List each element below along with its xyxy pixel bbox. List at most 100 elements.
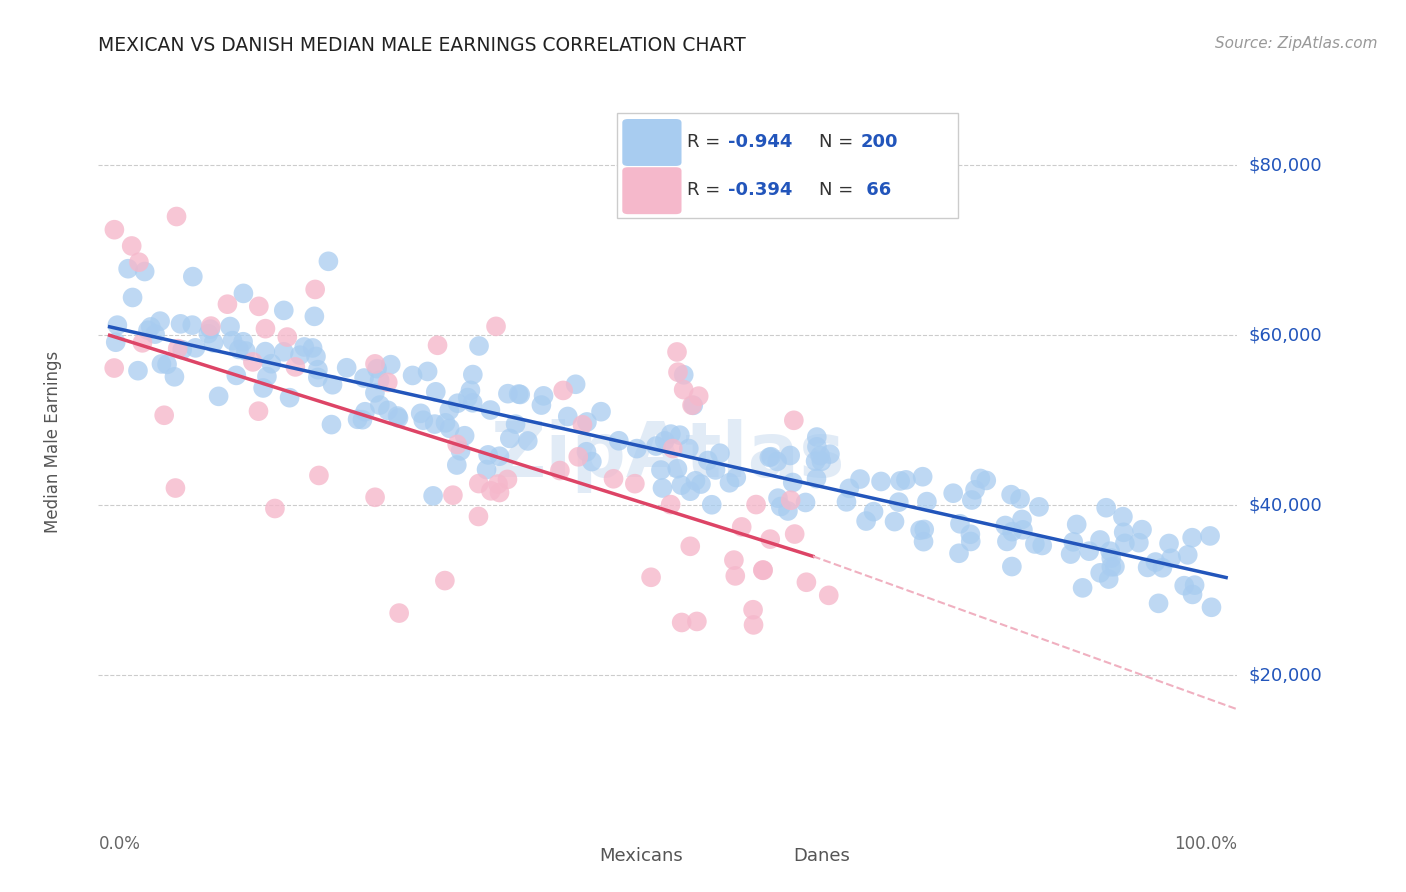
Point: [838, 481, 860, 495]
Point: [1012, 523, 1035, 537]
Point: [686, 615, 709, 629]
Point: [426, 338, 449, 352]
Point: [817, 588, 839, 602]
Point: [368, 398, 391, 412]
Point: [336, 360, 359, 375]
Point: [1104, 559, 1126, 574]
Point: [862, 505, 884, 519]
Point: [915, 494, 938, 508]
Point: [242, 355, 264, 369]
Point: [197, 326, 219, 341]
Point: [264, 501, 287, 516]
Point: [479, 483, 502, 498]
Point: [416, 364, 439, 378]
Point: [1095, 500, 1118, 515]
Point: [681, 398, 703, 412]
Point: [172, 343, 194, 357]
Point: [446, 437, 468, 451]
Point: [165, 481, 187, 495]
Point: [1099, 551, 1122, 566]
Point: [181, 269, 204, 284]
Point: [121, 239, 143, 253]
Point: [1128, 535, 1150, 549]
Point: [387, 411, 409, 425]
Point: [659, 427, 682, 442]
Point: [439, 403, 461, 417]
Point: [723, 553, 745, 567]
Point: [679, 484, 702, 499]
Point: [461, 368, 484, 382]
Point: [650, 463, 672, 477]
Point: [1059, 547, 1081, 561]
Point: [409, 406, 432, 420]
Text: Danes: Danes: [793, 847, 851, 865]
Point: [467, 509, 489, 524]
Point: [1152, 560, 1174, 574]
Point: [412, 413, 434, 427]
Point: [1071, 581, 1094, 595]
Point: [557, 409, 579, 424]
Point: [564, 377, 586, 392]
Point: [889, 474, 911, 488]
Point: [232, 334, 254, 349]
Point: [1024, 537, 1046, 551]
Point: [1184, 578, 1206, 592]
FancyBboxPatch shape: [617, 112, 959, 218]
Text: R =: R =: [688, 133, 727, 151]
Point: [166, 342, 188, 356]
Point: [307, 370, 329, 384]
Point: [235, 344, 257, 359]
Point: [143, 327, 166, 342]
Point: [651, 481, 673, 495]
Point: [669, 428, 692, 442]
Point: [783, 413, 806, 427]
Point: [1011, 512, 1033, 526]
FancyBboxPatch shape: [744, 840, 787, 872]
Point: [912, 534, 935, 549]
Point: [156, 357, 179, 371]
Point: [388, 606, 411, 620]
Point: [1136, 560, 1159, 574]
Point: [468, 476, 491, 491]
Point: [783, 527, 806, 541]
Point: [942, 486, 965, 500]
Point: [672, 383, 695, 397]
Point: [163, 369, 186, 384]
Point: [725, 470, 748, 484]
Point: [835, 495, 858, 509]
FancyBboxPatch shape: [623, 119, 682, 166]
Point: [779, 449, 801, 463]
Point: [685, 474, 707, 488]
Point: [166, 210, 188, 224]
Point: [422, 489, 444, 503]
Point: [963, 483, 986, 497]
Point: [766, 491, 789, 505]
Point: [806, 430, 828, 444]
Point: [1000, 488, 1022, 502]
Point: [439, 421, 461, 435]
Point: [278, 391, 301, 405]
Point: [752, 563, 775, 577]
Point: [318, 254, 340, 268]
Point: [969, 471, 991, 485]
Point: [994, 518, 1017, 533]
Point: [607, 434, 630, 448]
Point: [453, 428, 475, 442]
Point: [446, 396, 468, 410]
Point: [364, 490, 387, 504]
Point: [742, 603, 765, 617]
Point: [254, 344, 277, 359]
Point: [704, 463, 727, 477]
Point: [759, 532, 782, 546]
Point: [305, 350, 328, 364]
Point: [679, 539, 702, 553]
Point: [974, 474, 997, 488]
Point: [1066, 517, 1088, 532]
Text: 66: 66: [860, 181, 891, 199]
Point: [1099, 544, 1122, 558]
Point: [477, 448, 499, 462]
Text: N =: N =: [820, 133, 859, 151]
Point: [352, 413, 374, 427]
Point: [423, 417, 446, 431]
Point: [640, 570, 662, 584]
